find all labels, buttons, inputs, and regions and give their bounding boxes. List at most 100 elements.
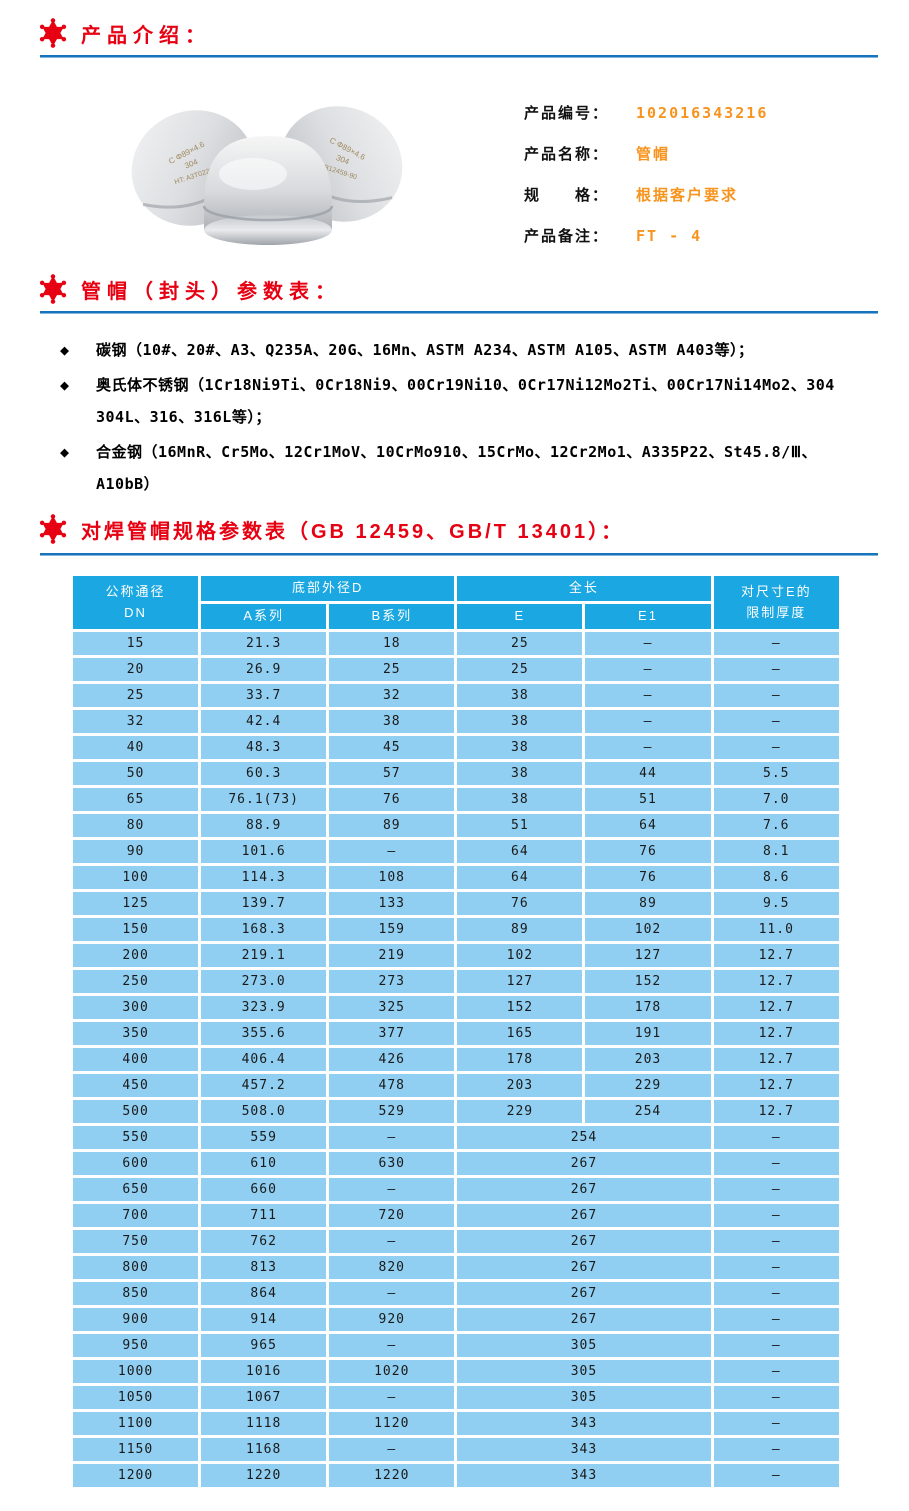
table-cell: 406.4 [201, 1048, 327, 1071]
table-row: 20 26.9 25 25– – [73, 658, 839, 681]
table-cell: 254 [585, 1100, 711, 1123]
table-row: 300 323.9 325 152 178 12.7 [73, 996, 839, 1019]
table-row: 32 42.4 38 38– – [73, 710, 839, 733]
table-cell: 700 [73, 1204, 199, 1227]
table-cell: 400 [73, 1048, 199, 1071]
table-cell: 800 [73, 1256, 199, 1279]
table-cell: 457.2 [201, 1074, 327, 1097]
section-spec-title: 对焊管帽规格参数表（GB 12459、GB/T 13401）： [81, 520, 625, 543]
material-list: ◆ 碳钢（10#、20#、A3、Q235A、20G、16Mn、ASTM A234… [60, 334, 868, 500]
table-cell: – [713, 1256, 839, 1279]
table-cell: 1200 [73, 1464, 199, 1487]
table-cell: 48.3 [201, 736, 327, 759]
table-cell: 229 [585, 1074, 711, 1097]
table-row: 600 610 630 267– [73, 1152, 839, 1175]
table-cell: 12.7 [713, 1074, 839, 1097]
table-cell: 950 [73, 1334, 199, 1357]
header-limit-line1: 对尺寸E的 [740, 584, 812, 600]
table-cell: 64 [585, 814, 711, 837]
table-row: 800 813 820 267– [73, 1256, 839, 1279]
field-label: 产品名称： [524, 146, 610, 163]
table-cell: 40 [73, 736, 199, 759]
spec-table-header: 公称通径 DN 底部外径D 全长 对尺寸E的 限制厚度 A系列 B系列 E E1 [73, 576, 839, 629]
table-cell: 559 [201, 1126, 327, 1149]
table-row: 25 33.7 32 38– – [73, 684, 839, 707]
table-cell: 965 [201, 1334, 327, 1357]
table-cell: 60.3 [201, 762, 327, 785]
table-cell: 12.7 [713, 1048, 839, 1071]
table-cell: 529 [329, 1100, 455, 1123]
table-cell: 267 [457, 1256, 711, 1279]
product-field-spec: 规 格： 根据客户要求 [524, 184, 768, 205]
divider-rule [40, 311, 878, 314]
table-cell: – [585, 658, 711, 681]
table-row: 200 219.1 219 102 127 12.7 [73, 944, 839, 967]
table-cell: – [713, 1152, 839, 1175]
table-cell: 820 [329, 1256, 455, 1279]
table-cell: – [713, 1386, 839, 1409]
table-cell: 33.7 [201, 684, 327, 707]
table-cell: 8.1 [713, 840, 839, 863]
table-cell: 127 [585, 944, 711, 967]
diamond-icon: ◆ [60, 443, 70, 461]
table-cell: 20 [73, 658, 199, 681]
table-cell: 1067 [201, 1386, 327, 1409]
table-cell: 76 [585, 840, 711, 863]
material-carbon-steel: 碳钢（10#、20#、A3、Q235A、20G、16Mn、ASTM A234、A… [96, 341, 754, 359]
table-cell: – [329, 1282, 455, 1305]
table-cell: 57 [329, 762, 455, 785]
table-cell: 191 [585, 1022, 711, 1045]
table-cell: 343 [457, 1464, 711, 1487]
table-row: 700 711 720 267– [73, 1204, 839, 1227]
table-cell: 25 [73, 684, 199, 707]
product-field-number: 产品编号： 102016343216 [524, 102, 768, 123]
table-cell: 267 [457, 1178, 711, 1201]
table-cell: 76 [329, 788, 455, 811]
section-intro-header: 产品介绍： [38, 18, 211, 48]
table-row: 40 48.3 45 38– – [73, 736, 839, 759]
table-cell: 12.7 [713, 970, 839, 993]
table-cell: 89 [329, 814, 455, 837]
table-cell: – [329, 1230, 455, 1253]
table-cell: 64 [457, 840, 583, 863]
table-cell: 305 [457, 1360, 711, 1383]
table-cell: 920 [329, 1308, 455, 1331]
table-cell: 426 [329, 1048, 455, 1071]
table-cell: – [329, 1126, 455, 1149]
table-cell: – [713, 1334, 839, 1357]
field-value: 管帽 [636, 145, 671, 163]
table-cell: 300 [73, 996, 199, 1019]
table-cell: – [329, 1334, 455, 1357]
table-cell: 90 [73, 840, 199, 863]
table-cell: 200 [73, 944, 199, 967]
table-cell: 813 [201, 1256, 327, 1279]
table-row: 80 88.9 89 51 64 7.6 [73, 814, 839, 837]
table-row: 50 60.3 57 38 44 5.5 [73, 762, 839, 785]
table-cell: 152 [585, 970, 711, 993]
table-cell: 1118 [201, 1412, 327, 1435]
table-cell: 1150 [73, 1438, 199, 1461]
table-cell: 850 [73, 1282, 199, 1305]
product-field-name: 产品名称： 管帽 [524, 143, 768, 164]
table-cell: 178 [585, 996, 711, 1019]
list-item: ◆ 合金钢（16MnR、Cr5Mo、12Cr1MoV、10CrMo910、15C… [60, 436, 868, 500]
table-cell: 139.7 [201, 892, 327, 915]
table-cell: 1100 [73, 1412, 199, 1435]
table-cell: – [713, 684, 839, 707]
table-row: 1100 1118 1120 343– [73, 1412, 839, 1435]
header-dn-en: DN [124, 604, 147, 620]
table-cell: 25 [457, 658, 583, 681]
table-cell: 377 [329, 1022, 455, 1045]
field-label: 产品备注： [524, 228, 610, 245]
table-cell: 250 [73, 970, 199, 993]
table-cell: 114.3 [201, 866, 327, 889]
table-row: 1050 1067–305– [73, 1386, 839, 1409]
table-cell: 65 [73, 788, 199, 811]
table-cell: 864 [201, 1282, 327, 1305]
table-cell: 273.0 [201, 970, 327, 993]
list-item: ◆ 奥氏体不锈钢（1Cr18Ni9Ti、0Cr18Ni9、00Cr19Ni10、… [60, 369, 868, 433]
table-cell: 38 [457, 684, 583, 707]
table-cell: 219 [329, 944, 455, 967]
table-cell: 323.9 [201, 996, 327, 1019]
header-e: E [457, 604, 583, 629]
